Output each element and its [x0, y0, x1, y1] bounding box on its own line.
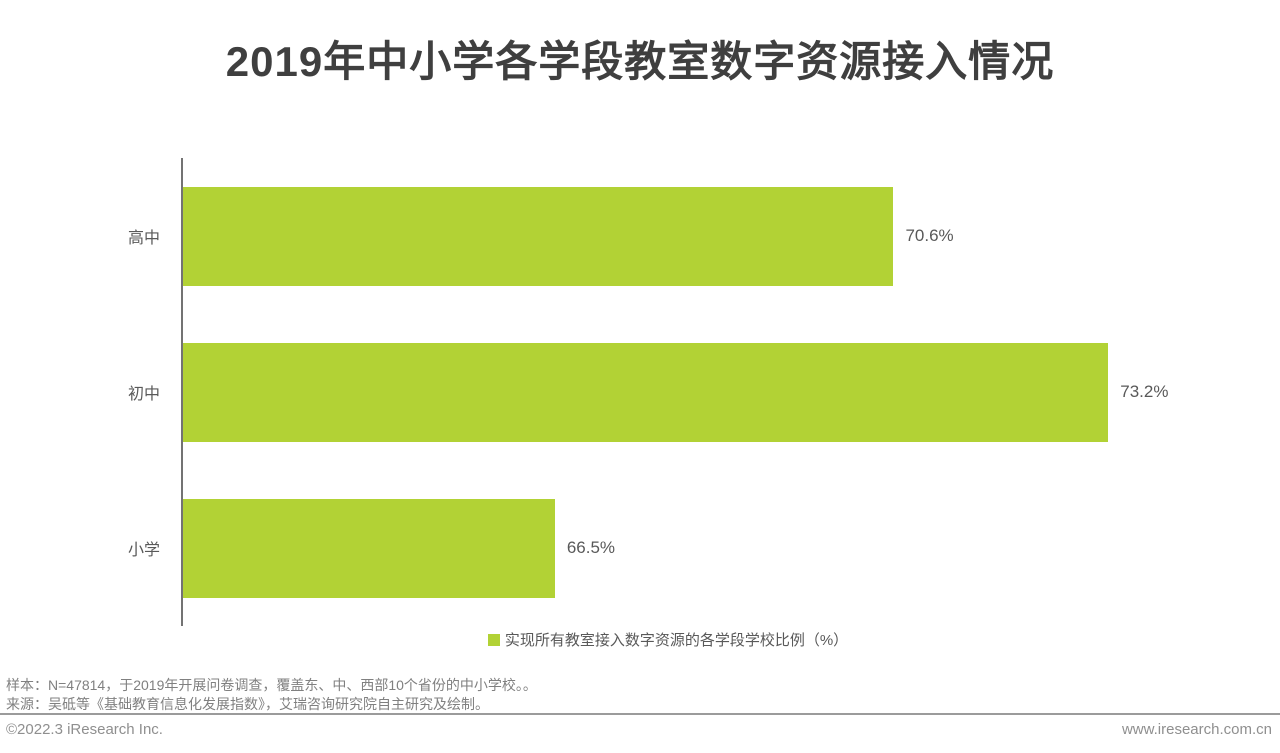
bar-value-label: 70.6%: [905, 226, 954, 245]
plot-area: 高中 70.6% 初中 73.2% 小学 66.5%: [128, 158, 1257, 626]
website-link[interactable]: www.iresearch.com.cn: [1121, 721, 1272, 738]
category-label: 小学: [127, 542, 160, 559]
legend-label: 实现所有教室接入数字资源的各学段学校比例（%）: [504, 632, 849, 649]
category-label: 初中: [127, 386, 160, 403]
note-sample: 样本：N=47814，于2019年开展问卷调查，覆盖东、中、西部10个省份的中小…: [6, 677, 537, 693]
chart-legend: 实现所有教室接入数字资源的各学段学校比例（%）: [56, 629, 1280, 650]
category-label: 高中: [127, 230, 160, 247]
bar-row: 高中 70.6%: [128, 158, 1257, 314]
bar: [183, 342, 1109, 442]
footer-divider: [0, 713, 1280, 715]
bar-row: 初中 73.2%: [128, 314, 1257, 470]
note-source: 来源：吴砥等《基础教育信息化发展指数》，艾瑞咨询研究院自主研究及绘制。: [6, 696, 489, 712]
footnotes: 样本：N=47814，于2019年开展问卷调查，覆盖东、中、西部10个省份的中小…: [6, 676, 537, 714]
footer: ©2022.3 iResearch Inc. www.iresearch.com…: [6, 721, 1272, 738]
bar: [183, 186, 894, 286]
bar-value-label: 73.2%: [1120, 382, 1169, 401]
bar: [183, 498, 555, 598]
bar-row: 小学 66.5%: [128, 470, 1257, 626]
bar-value-label: 66.5%: [566, 538, 616, 557]
copyright-text: ©2022.3 iResearch Inc.: [6, 721, 163, 738]
legend-swatch-icon: [487, 633, 500, 646]
y-axis-line: [181, 158, 183, 626]
chart-title: 2019年中小学各学段教室数字资源接入情况: [225, 38, 1055, 85]
